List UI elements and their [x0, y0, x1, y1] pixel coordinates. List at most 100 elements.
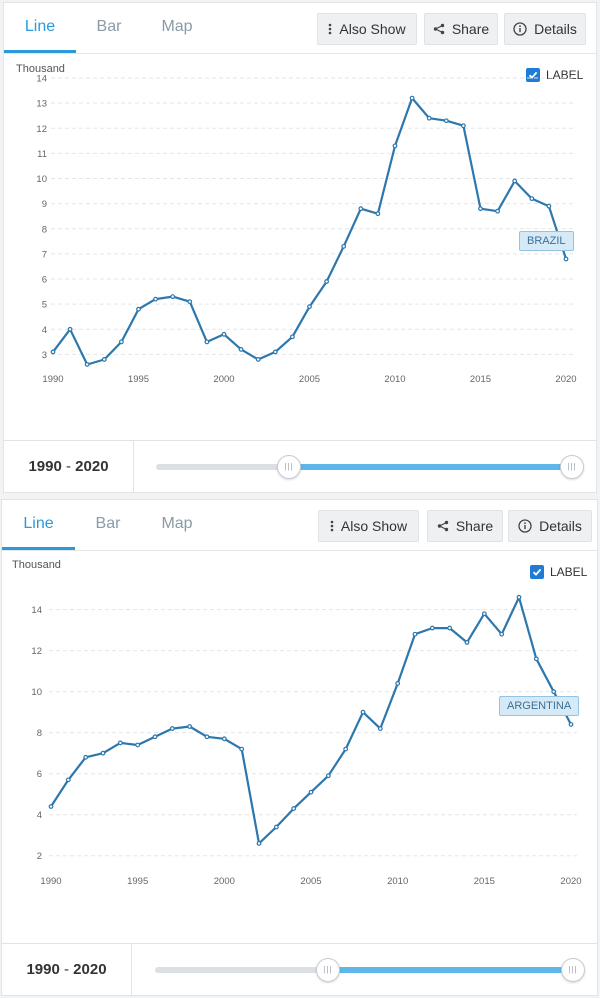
- y-tick-label: 4: [37, 810, 42, 821]
- unit-label: Thousand: [16, 63, 65, 75]
- y-tick-label: 14: [36, 74, 47, 85]
- y-tick-label: 11: [37, 149, 47, 160]
- share-label: Share: [451, 21, 490, 37]
- range-separator: -: [64, 961, 69, 978]
- info-icon: [513, 22, 527, 36]
- range-handle-end[interactable]: |||: [561, 958, 585, 982]
- details-button[interactable]: Details: [504, 13, 586, 45]
- y-tick-label: 9: [42, 199, 47, 210]
- details-button[interactable]: Details: [508, 510, 592, 542]
- data-point: [307, 304, 312, 310]
- x-tick-label: 2010: [387, 876, 408, 887]
- label-toggle[interactable]: LABEL: [530, 565, 587, 579]
- data-point: [239, 746, 245, 752]
- grip-icon: |||: [284, 462, 294, 471]
- grip-icon: |||: [567, 462, 577, 471]
- share-button[interactable]: Share: [424, 13, 498, 45]
- series-tag: BRAZIL: [519, 230, 574, 251]
- data-point: [546, 203, 552, 209]
- series-line: [50, 596, 572, 845]
- range-text: 1990 - 2020: [4, 441, 134, 493]
- x-tick-label: 2000: [213, 374, 234, 385]
- y-tick-label: 14: [31, 605, 42, 616]
- data-point: [478, 206, 483, 212]
- data-point: [395, 681, 401, 686]
- data-point: [65, 777, 71, 783]
- data-point: [153, 296, 159, 302]
- y-tick-label: 12: [36, 124, 47, 135]
- data-point: [100, 750, 106, 756]
- data-point: [272, 349, 278, 355]
- data-point: [324, 279, 330, 284]
- x-tick-label: 2020: [560, 876, 581, 887]
- data-point: [256, 841, 262, 846]
- checkbox-checked-icon[interactable]: [530, 565, 544, 579]
- range-slider-fill: [327, 967, 573, 973]
- line-chart: 2 4 6 8 10 12 14 1990 1995 2000 2005 2010 2015 2020: [31, 594, 582, 887]
- data-point: [83, 754, 89, 760]
- x-tick-label: 2010: [384, 374, 405, 385]
- tab-bar[interactable]: Bar: [96, 18, 122, 35]
- data-point: [412, 631, 418, 637]
- data-point: [516, 594, 522, 600]
- also-show-button[interactable]: Also Show: [317, 13, 417, 45]
- data-point: [512, 178, 518, 184]
- vertical-dots-icon: [330, 520, 334, 532]
- y-tick-label: 6: [37, 769, 42, 780]
- y-tick-label: 4: [42, 325, 47, 336]
- x-tick-label: 1990: [42, 374, 63, 385]
- tab-line[interactable]: Line: [2, 500, 75, 550]
- tab-bar[interactable]: Bar: [95, 515, 121, 532]
- data-point: [187, 724, 193, 729]
- tab-line[interactable]: Line: [4, 3, 76, 53]
- data-point: [568, 722, 574, 727]
- tab-map[interactable]: Map: [161, 18, 193, 35]
- label-toggle-text: LABEL: [550, 565, 588, 579]
- range-handle-start[interactable]: |||: [315, 958, 340, 982]
- range-handle-start[interactable]: |||: [277, 455, 302, 479]
- also-show-button[interactable]: Also Show: [318, 510, 419, 542]
- y-tick-label: 10: [36, 174, 47, 185]
- data-point: [495, 208, 501, 214]
- data-point: [169, 726, 175, 731]
- grip-icon: |||: [323, 965, 333, 974]
- x-tick-label: 2000: [214, 876, 235, 887]
- share-label: Share: [455, 518, 494, 534]
- data-point: [461, 123, 466, 129]
- data-point: [447, 625, 453, 631]
- data-point: [341, 243, 347, 249]
- data-point: [290, 334, 295, 340]
- share-button[interactable]: Share: [427, 510, 503, 542]
- tabs-divider: [2, 550, 597, 551]
- share-icon: [437, 520, 449, 532]
- data-point: [204, 734, 210, 740]
- data-point: [426, 115, 432, 121]
- also-show-label: Also Show: [339, 21, 406, 37]
- data-point: [409, 95, 415, 101]
- range-text: 1990 - 2020: [2, 944, 132, 996]
- data-point: [136, 306, 141, 312]
- tab-map[interactable]: Map: [161, 515, 193, 532]
- data-point: [308, 789, 314, 795]
- range-slider-fill: [289, 464, 572, 470]
- data-point: [481, 611, 487, 617]
- range-handle-end[interactable]: |||: [560, 455, 584, 479]
- data-point: [291, 806, 297, 811]
- y-tick-label: 13: [36, 99, 47, 110]
- data-point: [50, 349, 56, 355]
- x-tick-label: 2005: [300, 876, 321, 887]
- series-line: [52, 97, 568, 366]
- range-separator: -: [66, 458, 71, 475]
- range-end: 2020: [73, 961, 107, 978]
- also-show-label: Also Show: [340, 518, 408, 534]
- y-tick-label: 8: [42, 224, 47, 235]
- y-tick-label: 12: [31, 646, 42, 657]
- line-chart: 3 4 5 6 7 8 9 10 11 12 13 14 1990 1995 2000 2005 2010 201…: [36, 74, 576, 386]
- chart-panel-brazil: Line Bar Map Also Show Share Details Tho…: [3, 2, 597, 493]
- data-point: [238, 347, 244, 352]
- range-footer: 1990 - 2020 ||| |||: [2, 943, 597, 996]
- data-point: [358, 206, 364, 212]
- data-point: [67, 326, 73, 332]
- data-point: [392, 143, 398, 149]
- y-tick-label: 10: [31, 687, 42, 698]
